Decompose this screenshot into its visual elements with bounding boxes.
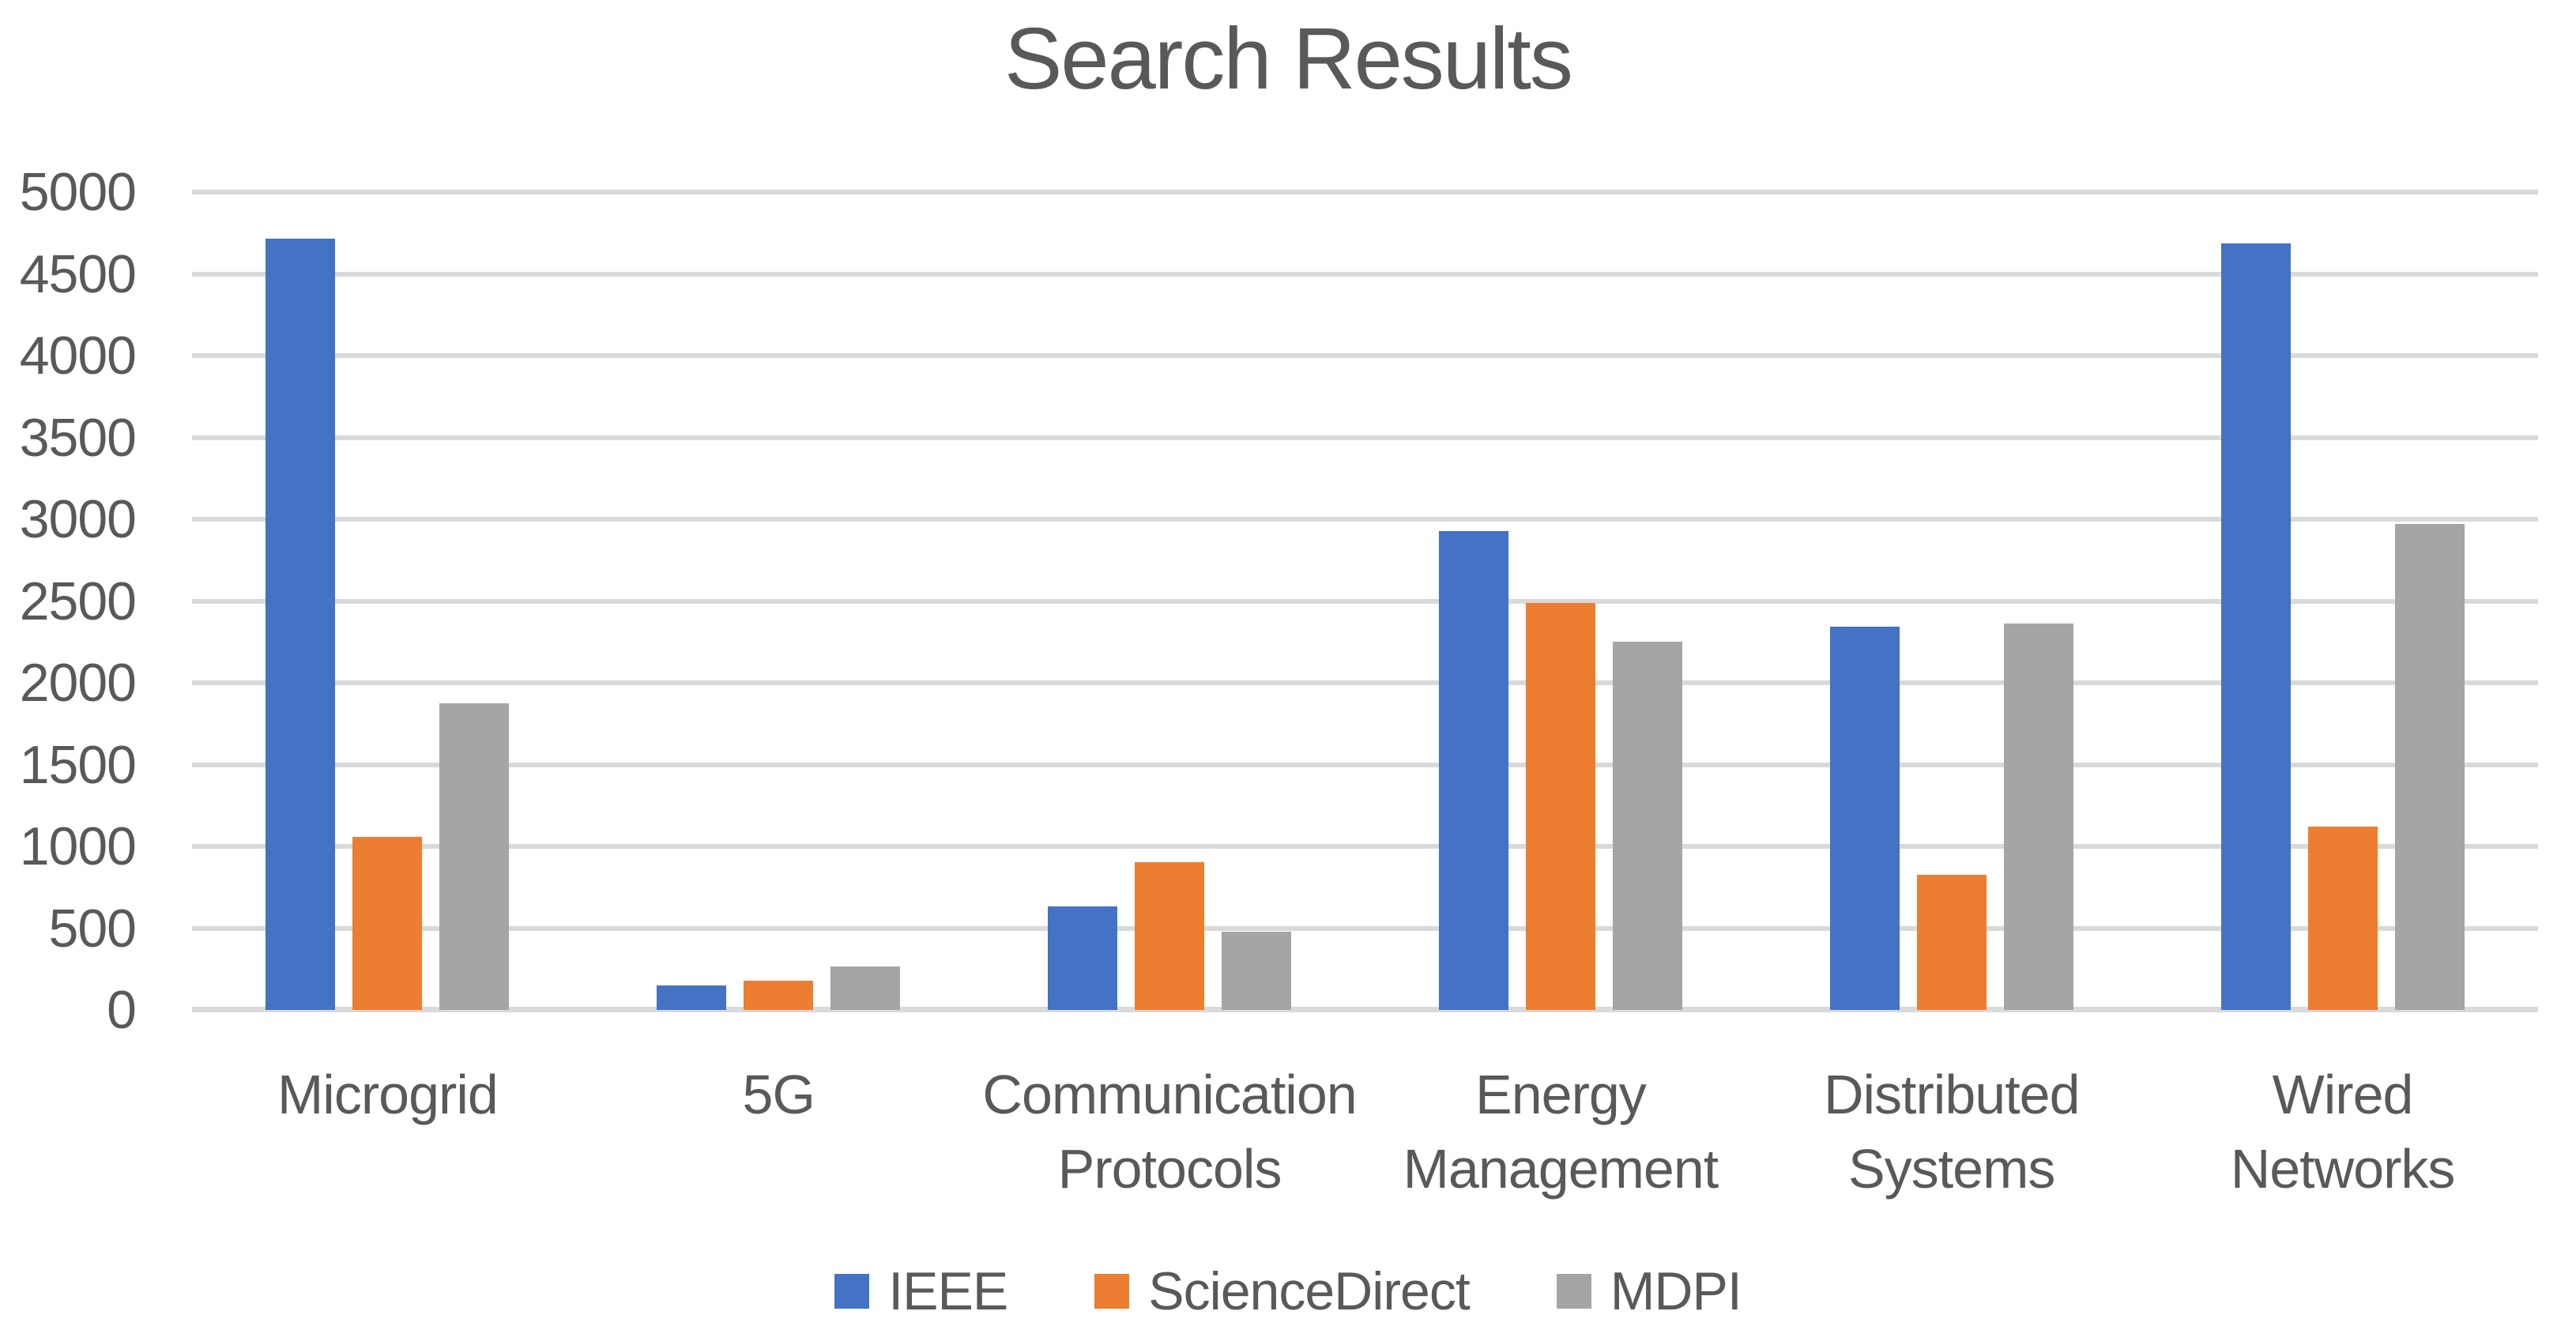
x-category-label: Wired Networks xyxy=(2147,1057,2538,1206)
bar-group-distributed-systems xyxy=(1756,192,2147,1010)
y-tick-label: 500 xyxy=(48,898,137,959)
gridline xyxy=(192,353,2538,358)
gridline xyxy=(192,517,2538,522)
y-tick-label: 1500 xyxy=(19,734,137,795)
y-tick-label: 2000 xyxy=(19,653,137,713)
bar-ieee-energy-management xyxy=(1438,530,1508,1010)
gridline xyxy=(192,190,2538,194)
bar-group-5g xyxy=(583,192,974,1010)
x-category-label: Distributed Systems xyxy=(1756,1057,2147,1206)
y-tick-label: 4500 xyxy=(19,243,137,304)
bar-ieee-microgrid xyxy=(266,239,336,1010)
legend-item-ieee: IEEE xyxy=(834,1258,1008,1324)
bar-ieee-distributed-systems xyxy=(1829,626,1900,1010)
x-category-label-line: Networks xyxy=(2230,1138,2456,1200)
bar-mdpi-communication-protocols xyxy=(1222,931,1292,1010)
y-tick-label: 1000 xyxy=(19,816,137,876)
legend-label: IEEE xyxy=(888,1261,1008,1321)
x-category-label-line: Microgrid xyxy=(277,1064,499,1125)
legend-item-mdpi: MDPI xyxy=(1556,1258,1742,1324)
legend-label: MDPI xyxy=(1610,1261,1742,1321)
y-tick-label: 0 xyxy=(107,980,137,1040)
legend: IEEE ScienceDirect MDPI xyxy=(0,1258,2576,1324)
x-category-label: Energy Management xyxy=(1365,1057,1757,1206)
bar-ieee-5g xyxy=(657,985,727,1010)
gridline xyxy=(192,271,2538,277)
legend-swatch-mdpi xyxy=(1556,1274,1591,1309)
legend-swatch-sciencedirect xyxy=(1094,1274,1130,1309)
gridline xyxy=(192,435,2538,440)
gridline xyxy=(192,762,2538,767)
bar-group-microgrid xyxy=(192,192,583,1010)
x-category-label-line: Distributed xyxy=(1823,1064,2081,1125)
bar-mdpi-wired-networks xyxy=(2394,524,2465,1010)
x-axis-line xyxy=(192,1007,2538,1012)
x-category-label-line: Energy xyxy=(1475,1064,1647,1125)
bar-sciencedirect-communication-protocols xyxy=(1135,861,1205,1010)
bar-ieee-wired-networks xyxy=(2220,243,2291,1010)
x-category-label-line: Wired xyxy=(2272,1064,2414,1125)
x-category-label-line: Communication xyxy=(982,1064,1357,1125)
bar-group-wired-networks xyxy=(2147,192,2538,1010)
bar-group-energy-management xyxy=(1365,192,1757,1010)
x-category-label-line: 5G xyxy=(742,1064,815,1125)
x-category-label-line: Systems xyxy=(1848,1138,2055,1200)
bar-mdpi-distributed-systems xyxy=(2003,624,2073,1010)
legend-item-sciencedirect: ScienceDirect xyxy=(1094,1258,1471,1324)
y-tick-label: 3500 xyxy=(19,407,137,468)
y-tick-label: 2500 xyxy=(19,571,137,631)
y-tick-label: 5000 xyxy=(19,162,137,222)
x-category-label: Microgrid xyxy=(192,1057,583,1132)
gridline xyxy=(192,680,2538,685)
y-tick-label: 4000 xyxy=(19,326,137,386)
legend-label: ScienceDirect xyxy=(1148,1261,1470,1321)
bar-sciencedirect-wired-networks xyxy=(2307,827,2378,1010)
x-category-label-line: Management xyxy=(1403,1138,1719,1200)
legend-swatch-ieee xyxy=(834,1274,870,1309)
y-tick-label: 3000 xyxy=(19,489,137,549)
bar-sciencedirect-distributed-systems xyxy=(1916,875,1987,1010)
bar-ieee-communication-protocols xyxy=(1048,906,1118,1010)
bar-sciencedirect-5g xyxy=(744,980,814,1010)
x-category-label-line: Protocols xyxy=(1057,1138,1282,1200)
gridline xyxy=(192,925,2538,931)
bar-mdpi-microgrid xyxy=(439,703,510,1010)
bar-group-communication-protocols xyxy=(974,192,1365,1010)
bar-mdpi-5g xyxy=(830,966,901,1010)
x-category-label: 5G xyxy=(583,1057,974,1132)
bar-sciencedirect-energy-management xyxy=(1525,602,1595,1010)
bar-sciencedirect-microgrid xyxy=(352,836,423,1010)
gridline xyxy=(192,598,2538,604)
gridline xyxy=(192,844,2538,849)
x-category-label: Communication Protocols xyxy=(974,1057,1365,1206)
bar-mdpi-energy-management xyxy=(1612,642,1682,1010)
chart-title: Search Results xyxy=(1004,10,1573,107)
plot-area xyxy=(192,190,2538,1012)
